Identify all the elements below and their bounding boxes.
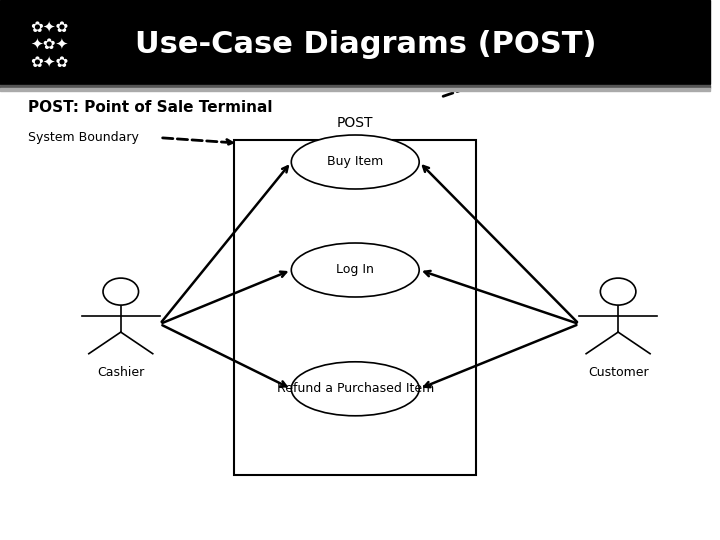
Text: System Boundary: System Boundary (28, 131, 139, 144)
Bar (235, 140, 476, 475)
Text: Buy Item: Buy Item (327, 156, 383, 168)
Ellipse shape (292, 135, 419, 189)
Text: Use Case: Use Case (518, 66, 577, 79)
Text: ✿✦✿
✦✿✦
✿✦✿: ✿✦✿ ✦✿✦ ✿✦✿ (31, 19, 69, 69)
Text: Cashier: Cashier (97, 366, 145, 379)
Ellipse shape (292, 243, 419, 297)
Text: Refund a Purchased Item: Refund a Purchased Item (276, 382, 434, 395)
Ellipse shape (292, 362, 419, 416)
Text: Log In: Log In (336, 264, 374, 276)
Text: POST: POST (337, 116, 374, 130)
Text: Customer: Customer (588, 366, 649, 379)
Circle shape (600, 278, 636, 305)
Text: Use-Case Diagrams (POST): Use-Case Diagrams (POST) (135, 30, 596, 59)
Circle shape (103, 278, 138, 305)
Text: POST: Point of Sale Terminal: POST: Point of Sale Terminal (28, 100, 273, 116)
